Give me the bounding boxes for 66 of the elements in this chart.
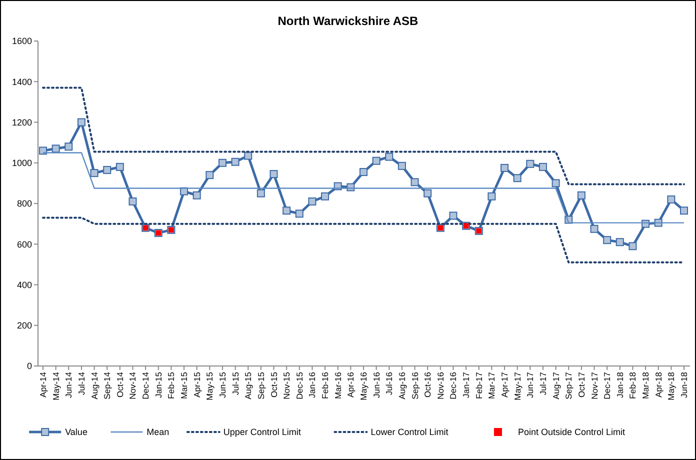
y-tick-label: 1600 xyxy=(12,36,32,46)
x-tick-label: Apr-18 xyxy=(653,372,664,398)
x-tick-label: Nov-14 xyxy=(128,372,138,400)
x-tick-label: Oct-14 xyxy=(114,372,125,398)
x-tick-label: Dec-17 xyxy=(602,372,612,400)
y-tick-label: 0 xyxy=(26,361,32,372)
x-tick-label: Apr-16 xyxy=(346,372,356,398)
x-tick-label: May-17 xyxy=(512,372,522,400)
legend-label: Value xyxy=(65,427,88,438)
x-tick-label: Nov-17 xyxy=(589,372,600,400)
x-tick-label: Jun-18 xyxy=(679,372,689,398)
x-tick-label: Jun-17 xyxy=(525,372,536,398)
x-tick-label: Nov-16 xyxy=(435,372,446,400)
y-tick-label: 800 xyxy=(16,198,32,209)
x-tick-label: Aug-16 xyxy=(396,372,407,400)
y-tick-label: 600 xyxy=(16,239,32,250)
x-tick-label: Feb-17 xyxy=(474,372,484,399)
x-tick-label: Feb-15 xyxy=(166,372,176,399)
chart-title: North Warwickshire ASB xyxy=(278,14,419,28)
y-tick-label: 400 xyxy=(16,280,32,290)
x-tick-label: Oct-15 xyxy=(268,372,279,398)
legend-label: Mean xyxy=(146,427,170,438)
x-tick-label: Sep-14 xyxy=(102,372,112,400)
x-tick-label: Dec-15 xyxy=(294,372,304,400)
x-tick-label: Dec-14 xyxy=(140,372,151,400)
x-tick-label: Mar-16 xyxy=(332,372,343,399)
x-tick-label: Jul-17 xyxy=(538,372,548,396)
x-tick-label: Jan-17 xyxy=(461,372,472,398)
x-tick-label: Dec-16 xyxy=(448,372,458,400)
legend-label: Lower Control Limit xyxy=(370,427,449,438)
x-tick-label: Aug-15 xyxy=(243,372,254,400)
x-tick-label: Nov-15 xyxy=(282,372,292,400)
x-tick-label: Jan-15 xyxy=(153,372,164,398)
x-tick-label: May-14 xyxy=(50,372,61,400)
x-tick-label: Oct-17 xyxy=(576,372,586,398)
x-tick-label: May-15 xyxy=(204,372,215,400)
x-tick-label: Jan-16 xyxy=(307,372,318,398)
x-tick-label: Jan-18 xyxy=(614,372,625,398)
x-tick-label: Jul-15 xyxy=(230,372,240,396)
x-tick-label: May-18 xyxy=(666,372,676,400)
x-tick-label: Jul-16 xyxy=(384,372,394,396)
legend-label: Point Outside Control Limit xyxy=(518,427,626,438)
y-tick-label: 1400 xyxy=(12,76,32,87)
x-tick-label: Jun-16 xyxy=(371,372,382,398)
x-tick-label: Mar-15 xyxy=(179,372,190,399)
x-tick-label: Sep-17 xyxy=(564,372,574,400)
x-tick-label: Sep-16 xyxy=(410,372,420,400)
x-tick-label: Mar-17 xyxy=(486,372,497,399)
x-tick-label: Jun-14 xyxy=(64,372,74,398)
y-tick-label: 1200 xyxy=(12,117,32,128)
legend-label: Upper Control Limit xyxy=(223,427,302,438)
x-tick-label: Mar-18 xyxy=(640,372,651,399)
x-tick-label: Jul-14 xyxy=(76,372,86,396)
x-tick-label: Apr-15 xyxy=(192,372,202,398)
x-tick-label: Aug-17 xyxy=(550,372,561,400)
x-tick-label: Sep-15 xyxy=(256,372,266,400)
y-tick-label: 200 xyxy=(16,320,32,331)
x-tick-label: Apr-17 xyxy=(500,372,510,398)
x-tick-label: Apr-14 xyxy=(38,372,48,398)
y-tick-label: 1000 xyxy=(12,158,32,168)
x-tick-label: Feb-16 xyxy=(320,372,330,399)
x-tick-label: Aug-14 xyxy=(89,372,100,400)
x-tick-label: May-16 xyxy=(358,372,368,400)
x-tick-label: Oct-16 xyxy=(422,372,433,398)
x-tick-label: Jun-15 xyxy=(217,372,228,398)
x-tick-label: Feb-18 xyxy=(628,372,638,399)
